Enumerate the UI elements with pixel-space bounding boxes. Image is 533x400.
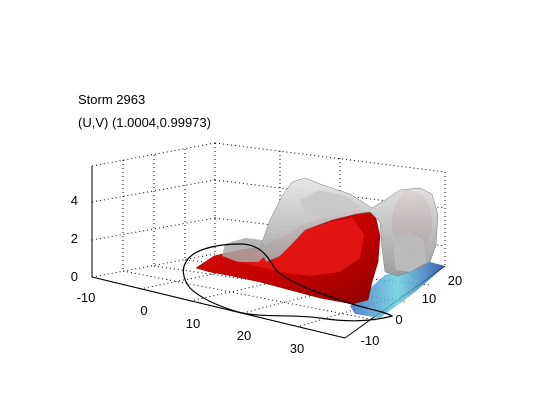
z-axis-tick-labels: 4 2 0 (71, 193, 78, 284)
x-tick-10: 10 (186, 316, 200, 331)
chart-subtitle: (U,V) (1.0004,0.99973) (78, 115, 211, 130)
y-axis-tick-labels: -10 0 10 20 (361, 273, 463, 348)
x-tick-0: 0 (140, 303, 147, 318)
z-tick-4: 4 (71, 193, 78, 208)
x-tick-30: 30 (290, 341, 304, 356)
y-tick-0: 0 (395, 312, 402, 327)
x-tick-20: 20 (237, 328, 251, 343)
floor-shading (350, 262, 445, 318)
x-tick--10: -10 (77, 290, 96, 305)
y-tick-20: 20 (448, 273, 462, 288)
x-axis-tick-labels: -10 0 10 20 30 (77, 290, 305, 356)
chart-title: Storm 2963 (78, 92, 146, 107)
storm-surface-grey (222, 177, 439, 277)
storm-outline-contour (182, 243, 394, 322)
y-tick--10: -10 (361, 333, 380, 348)
z-tick-0: 0 (71, 269, 78, 284)
y-tick-10: 10 (422, 291, 436, 306)
z-tick-2: 2 (71, 231, 78, 246)
